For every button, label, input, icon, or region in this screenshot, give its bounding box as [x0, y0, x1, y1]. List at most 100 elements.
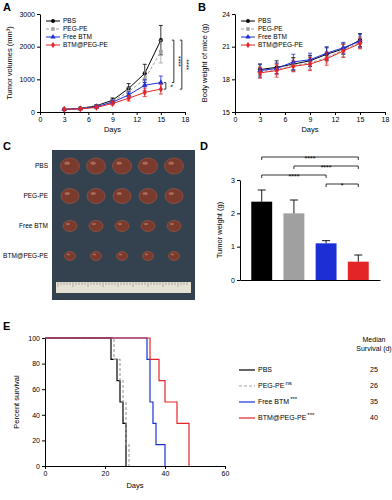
tick: 24 — [222, 11, 235, 18]
ruler-tick — [136, 282, 137, 285]
error-bar — [341, 44, 345, 57]
ruler-tick — [67, 282, 68, 285]
series-line — [64, 40, 161, 109]
tick-label: 1000 — [19, 76, 35, 83]
ruler-tick — [85, 282, 86, 285]
legend-label: PEG-PE — [258, 25, 283, 32]
ruler-tick — [151, 282, 152, 285]
tick-label: 12 — [332, 116, 340, 123]
y-axis: 020406080100 — [28, 335, 45, 470]
tick-mark — [42, 338, 45, 339]
tick-label: 1 — [231, 243, 235, 250]
tumor-highlight — [170, 223, 174, 225]
tumor-highlight — [144, 223, 148, 225]
ruler-tick — [64, 282, 65, 285]
ruler-tick — [169, 282, 170, 285]
tumor — [169, 252, 180, 261]
tumor-highlight — [171, 254, 174, 256]
tick-label: 21 — [222, 43, 230, 50]
tumor — [61, 158, 80, 174]
tick: 0 — [44, 466, 48, 477]
ruler-tick — [91, 282, 92, 285]
tick: 12 — [133, 112, 141, 123]
tick-label: 15 — [222, 109, 230, 116]
legend: MedianSurvival (d)PBS25PEG-PEns26Free BT… — [239, 336, 392, 421]
tick-label: 15 — [157, 116, 165, 123]
tumor — [117, 252, 128, 261]
legend-label: Free BTM — [258, 398, 289, 405]
ruler-tick — [106, 282, 107, 285]
significance-label: *** — [290, 396, 298, 402]
tick: 15 — [222, 109, 235, 116]
marker — [94, 104, 98, 111]
tick-mark — [37, 112, 40, 113]
marker — [275, 67, 279, 74]
significance-label: *** — [307, 412, 315, 418]
tumor-highlight — [64, 162, 70, 165]
legend-marker — [51, 27, 54, 30]
tick-mark — [232, 112, 235, 113]
tumor-highlight — [91, 192, 96, 195]
tick-label: 15 — [357, 116, 365, 123]
tick-label: 6 — [284, 116, 288, 123]
ruler-tick — [160, 282, 161, 285]
ruler-tick — [175, 282, 176, 285]
tick-label: 3 — [63, 116, 67, 123]
marker — [78, 105, 82, 112]
ruler-tick — [178, 282, 179, 287]
tumor — [87, 189, 105, 204]
tick-mark — [42, 440, 45, 441]
axis-line — [240, 181, 241, 281]
tumor-highlight — [117, 192, 122, 195]
row-label: Free BTM — [19, 222, 48, 229]
tick-label: 80 — [32, 360, 40, 367]
tumor-highlight — [65, 192, 70, 195]
tick-mark — [42, 466, 45, 467]
error-bar — [143, 88, 147, 96]
x-axis-title: Days — [301, 125, 318, 134]
legend-marker — [246, 42, 250, 48]
tumor — [143, 252, 154, 261]
legend-label: PBS — [258, 366, 272, 373]
row-label: PEG-PE — [23, 192, 48, 199]
error-bar — [290, 200, 298, 213]
y-axis-title: Percent survival — [12, 375, 21, 429]
tick-mark — [237, 247, 240, 248]
bar — [251, 202, 272, 280]
ruler-tick — [70, 282, 71, 285]
tick-label: 9 — [309, 116, 313, 123]
y-axis-title: Tumor volumes (mm³) — [5, 26, 14, 100]
y-axis-title: Body weight of mice (g) — [200, 23, 209, 102]
legend-label: PEG-PE — [63, 25, 88, 32]
significance-label: ns — [285, 380, 291, 386]
tick-mark — [285, 112, 286, 115]
legend-label: PBS — [63, 17, 77, 24]
ruler-tick — [187, 282, 188, 285]
tumor-highlight — [116, 162, 122, 165]
tick: 15 — [357, 112, 365, 123]
ruler-tick — [139, 282, 140, 285]
ruler-tick — [157, 282, 158, 285]
significance-label: **** — [175, 56, 182, 67]
error-bar — [275, 61, 279, 74]
tumor-highlight — [143, 192, 148, 195]
marker — [258, 69, 262, 76]
ruler-tick — [118, 282, 119, 287]
error-bar — [325, 52, 329, 65]
tick: 0 — [231, 277, 240, 284]
tick: 15 — [157, 112, 165, 123]
ruler-tick — [94, 282, 95, 285]
x-axis-title: Days — [104, 125, 121, 134]
tick-label: 24 — [222, 11, 230, 18]
ruler — [56, 282, 191, 293]
error-bar — [358, 38, 362, 49]
tick-label: 18 — [382, 116, 390, 123]
axis-line — [46, 466, 226, 467]
tick-mark — [237, 280, 240, 281]
ruler-tick — [115, 282, 116, 285]
error-bar — [258, 64, 262, 77]
tick-mark — [37, 79, 40, 80]
tick: 0 — [234, 112, 238, 123]
tick-label: 3 — [259, 116, 263, 123]
legend-line — [239, 417, 255, 418]
